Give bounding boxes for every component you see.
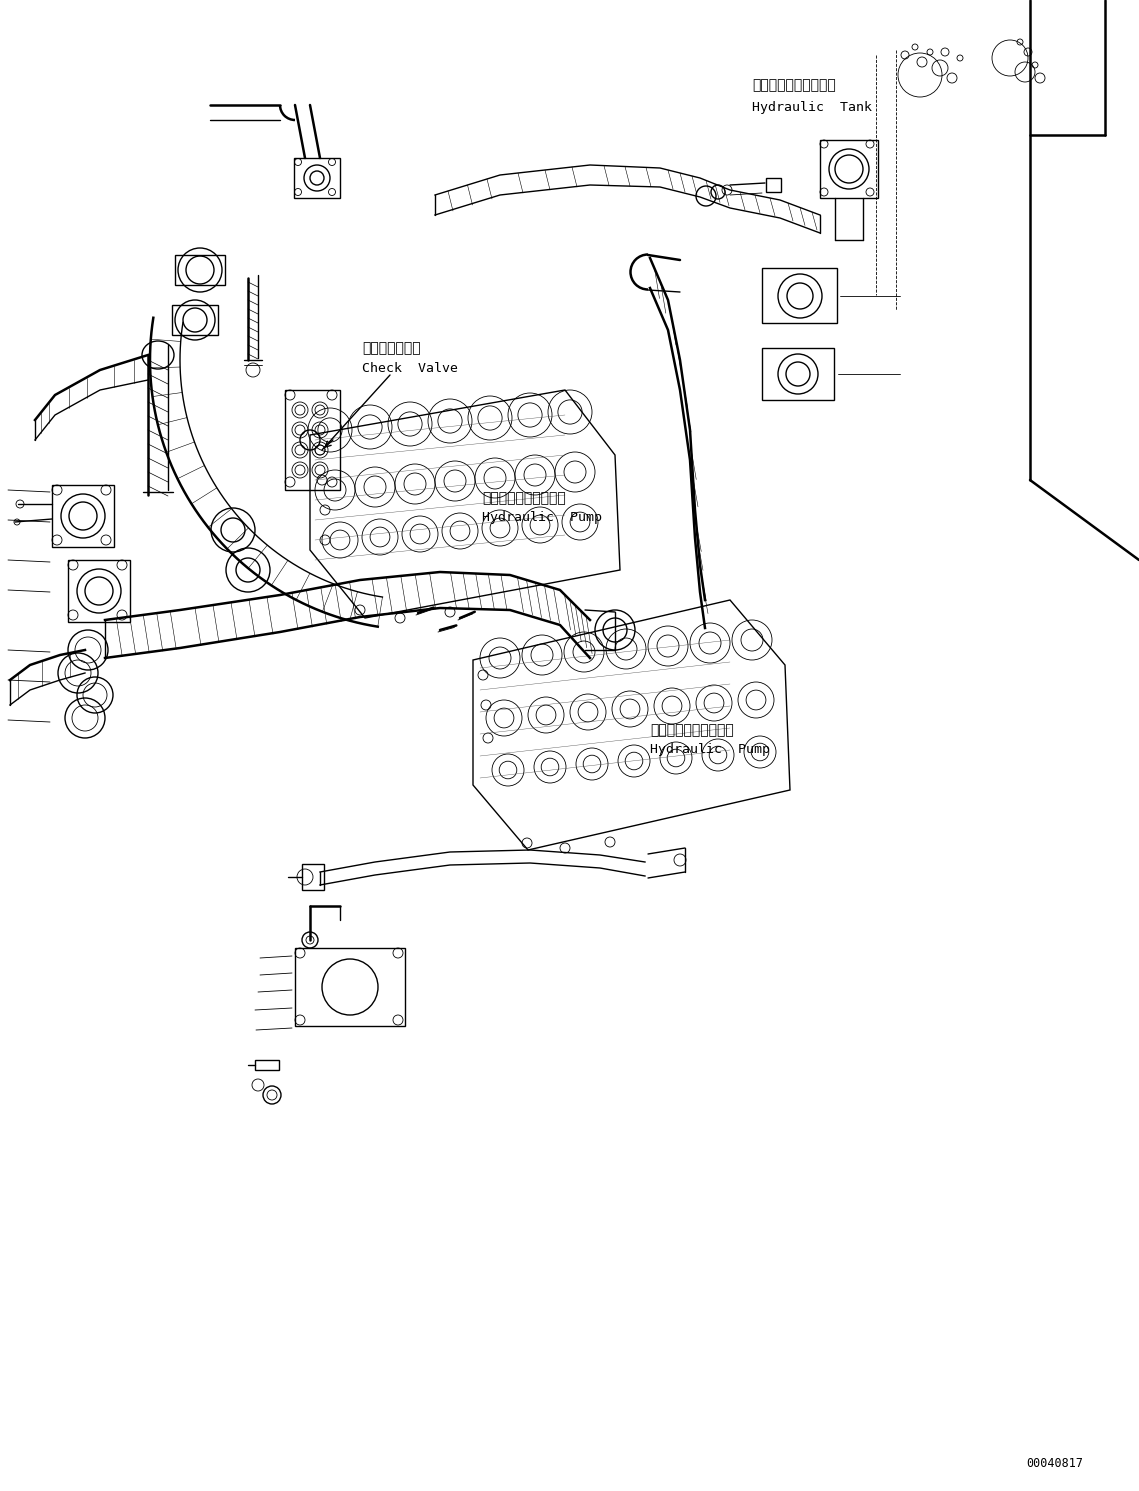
Text: ハイドロリックポンプ: ハイドロリックポンプ	[482, 491, 566, 505]
Bar	[68, 561, 130, 622]
Text: Check  Valve: Check Valve	[362, 361, 458, 374]
Bar	[294, 158, 341, 198]
Bar	[762, 268, 837, 324]
Text: Hydraulic  Pump: Hydraulic Pump	[650, 744, 770, 756]
Bar	[255, 1060, 279, 1071]
Bar	[302, 863, 323, 890]
Bar	[285, 391, 341, 491]
Text: Hydraulic  Pump: Hydraulic Pump	[482, 511, 603, 525]
Text: ハイドロリックポンプ: ハイドロリックポンプ	[650, 723, 734, 737]
Text: ハイドロリックタンク: ハイドロリックタンク	[752, 78, 836, 92]
Text: 00040817: 00040817	[1026, 1457, 1083, 1470]
Text: チェックバルブ: チェックバルブ	[362, 341, 420, 355]
Text: Hydraulic  Tank: Hydraulic Tank	[752, 101, 872, 115]
Bar	[52, 485, 114, 547]
Bar	[767, 177, 781, 192]
Bar	[172, 306, 218, 335]
Bar	[175, 255, 226, 285]
Bar	[820, 140, 878, 198]
Bar	[762, 347, 834, 400]
Bar	[295, 948, 405, 1026]
